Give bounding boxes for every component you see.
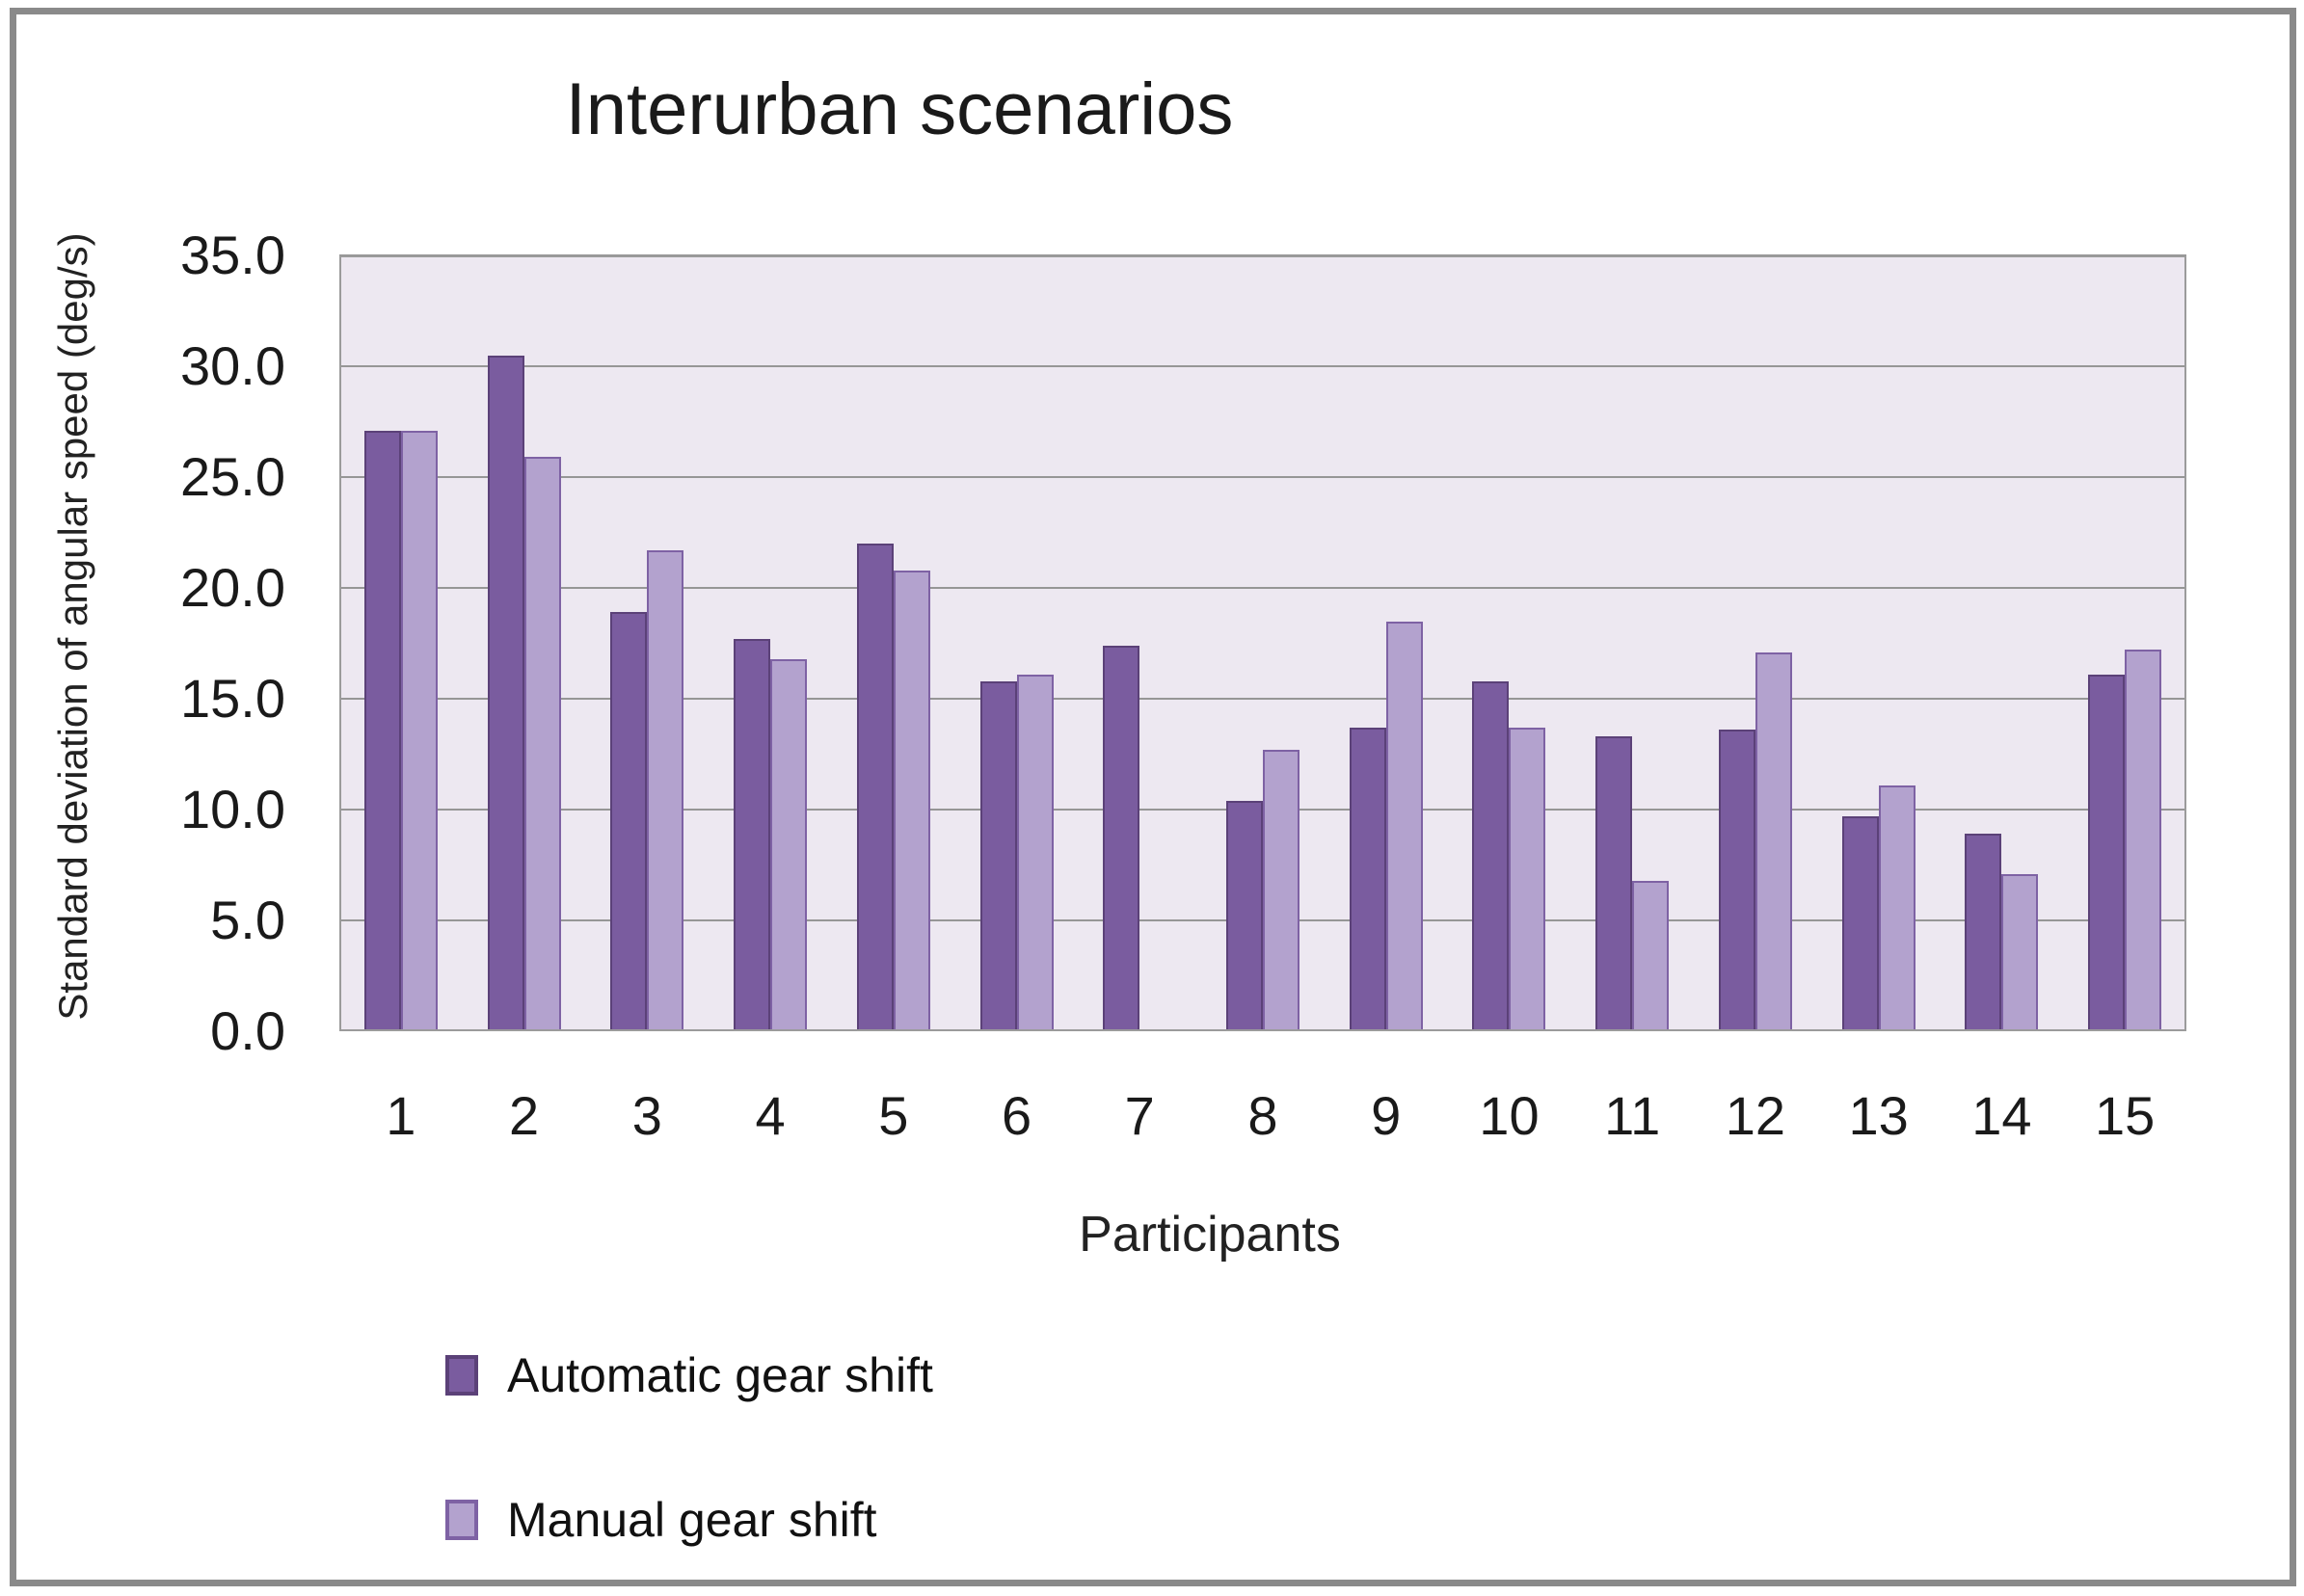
x-tick-label: 1: [386, 1085, 416, 1146]
x-tick-label: 13: [1848, 1085, 1909, 1146]
x-tick-label: 10: [1479, 1085, 1540, 1146]
plot-area: [339, 254, 2186, 1031]
bar-automatic-p14: [1965, 834, 2002, 1031]
x-tick-label: 3: [631, 1085, 662, 1146]
bar-manual-p9: [1385, 621, 1423, 1031]
x-tick-label: 5: [878, 1085, 909, 1146]
bar-automatic-p12: [1718, 730, 1755, 1031]
x-tick-label: 15: [2094, 1085, 2156, 1146]
bar-manual-p11: [1632, 880, 1670, 1031]
bar-manual-p13: [1878, 785, 1916, 1031]
y-tick-label: 30.0: [180, 335, 285, 396]
x-tick-label: 8: [1247, 1085, 1278, 1146]
y-tick-label: 5.0: [210, 890, 285, 950]
legend-label: Automatic gear shift: [507, 1348, 933, 1402]
x-tick-label: 11: [1604, 1085, 1661, 1146]
gridline: [339, 254, 2186, 256]
y-tick-label: 25.0: [180, 446, 285, 507]
bar-manual-p6: [1016, 674, 1054, 1031]
y-tick-label: 0.0: [210, 1000, 285, 1061]
x-axis-title: Participants: [1079, 1207, 1341, 1263]
bar-manual-p5: [893, 570, 930, 1031]
x-tick-label: 9: [1371, 1085, 1402, 1146]
y-axis-ticks: 0.0 5.0 10.0 15.0 20.0 25.0 30.0 35.0: [0, 226, 291, 1060]
bar-automatic-p9: [1349, 727, 1386, 1031]
x-tick-label: 2: [509, 1085, 540, 1146]
bar-manual-p3: [647, 549, 684, 1031]
x-tick-label: 12: [1725, 1085, 1786, 1146]
x-tick-label: 4: [755, 1085, 786, 1146]
gridline: [339, 476, 2186, 478]
bar-automatic-p1: [363, 430, 401, 1031]
bar-automatic-p7: [1103, 645, 1140, 1031]
legend-item: Manual gear shift: [445, 1492, 877, 1548]
x-tick-label: 14: [1971, 1085, 2032, 1146]
bar-manual-p2: [523, 457, 561, 1031]
bar-automatic-p6: [979, 680, 1017, 1031]
bar-automatic-p13: [1841, 815, 1879, 1031]
x-tick-label: 6: [1001, 1085, 1032, 1146]
bar-automatic-p11: [1595, 736, 1633, 1031]
gridline: [339, 587, 2186, 589]
legend-item: Automatic gear shift: [445, 1347, 933, 1403]
y-tick-label: 15.0: [180, 668, 285, 729]
legend-swatch-icon: [445, 1500, 478, 1540]
bar-manual-p10: [1509, 727, 1546, 1031]
bar-manual-p8: [1263, 749, 1299, 1031]
bar-manual-p4: [770, 658, 808, 1031]
bar-automatic-p5: [856, 544, 894, 1031]
bar-manual-p1: [400, 430, 438, 1031]
bar-manual-p14: [2001, 873, 2039, 1031]
bar-automatic-p8: [1226, 800, 1263, 1031]
bar-automatic-p4: [734, 638, 771, 1031]
gridline: [339, 365, 2186, 367]
gridline: [339, 698, 2186, 700]
bar-automatic-p3: [610, 612, 648, 1031]
x-tick-label: 7: [1124, 1085, 1155, 1146]
x-axis-ticks: 1 2 3 4 5 6 7 8 9 10 11 12 13 14 15: [339, 1081, 2186, 1158]
y-tick-label: 10.0: [180, 779, 285, 839]
bar-automatic-p15: [2088, 674, 2126, 1031]
bar-manual-p15: [2125, 650, 2162, 1031]
legend-label: Manual gear shift: [507, 1493, 877, 1547]
y-tick-label: 20.0: [180, 557, 285, 618]
bar-automatic-p2: [487, 355, 524, 1031]
bar-manual-p12: [1755, 652, 1792, 1031]
bar-automatic-p10: [1472, 680, 1510, 1031]
y-tick-label: 35.0: [180, 225, 285, 285]
chart-title: Interurban scenarios: [565, 68, 1234, 150]
legend-swatch-icon: [445, 1355, 478, 1396]
